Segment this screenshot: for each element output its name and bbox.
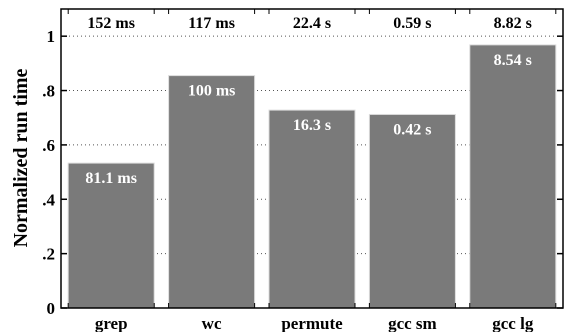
y-tick-label: 1 — [47, 27, 56, 46]
axes — [60, 8, 564, 309]
y-axis-ticks: 0 .2 .4 .6 .8 1 — [42, 27, 563, 318]
bar-gcc-lg — [469, 44, 557, 309]
bar-value-label: 100 ms — [188, 83, 236, 100]
y-axis-title: Normalized run time — [10, 68, 32, 247]
baseline-value-label: 117 ms — [188, 15, 235, 32]
y-tick-label: .8 — [42, 82, 55, 101]
bar-permute — [268, 109, 356, 309]
bar-value-label: 16.3 s — [293, 117, 331, 134]
y-tick-label: .4 — [42, 190, 55, 209]
bar-gcc-sm — [368, 113, 456, 309]
y-tick-label: 0 — [47, 299, 56, 318]
x-category-label: permute — [281, 314, 343, 332]
bar-wc — [168, 75, 256, 309]
x-category-label: grep — [95, 314, 128, 332]
bar-value-label: 8.54 s — [494, 52, 532, 69]
baseline-value-label: 0.59 s — [393, 15, 431, 32]
plot-frame — [60, 8, 564, 309]
x-category-label: wc — [202, 314, 222, 332]
x-axis-labels: grep wc permute gcc sm gcc lg — [67, 9, 557, 332]
bar-value-label: 81.1 ms — [85, 170, 137, 187]
x-category-label: gcc sm — [388, 314, 437, 332]
bar-value-label: 0.42 s — [393, 121, 431, 138]
bar-grep — [67, 162, 155, 309]
y-tick-label: .2 — [42, 245, 55, 264]
y-tick-label: .6 — [42, 136, 55, 155]
baseline-value-label: 152 ms — [87, 15, 135, 32]
baseline-value-label: 22.4 s — [293, 15, 331, 32]
x-category-label: gcc lg — [492, 314, 534, 332]
baseline-value-label: 8.82 s — [494, 15, 532, 32]
bars: 81.1 ms 152 ms 100 ms 117 ms 16.3 s 22.4 s 0.4… — [67, 15, 557, 309]
